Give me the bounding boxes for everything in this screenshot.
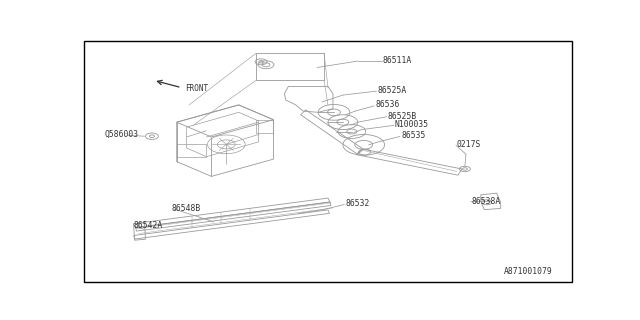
Text: 86538A: 86538A bbox=[472, 196, 501, 205]
Text: 0217S: 0217S bbox=[457, 140, 481, 149]
Text: 86525A: 86525A bbox=[378, 86, 407, 95]
Text: 86548B: 86548B bbox=[172, 204, 201, 213]
Text: 86532: 86532 bbox=[346, 199, 370, 208]
Text: FRONT: FRONT bbox=[185, 84, 208, 93]
Text: Q586003: Q586003 bbox=[105, 130, 139, 139]
Text: N100035: N100035 bbox=[395, 120, 429, 129]
Text: 86525B: 86525B bbox=[388, 111, 417, 121]
Text: A871001079: A871001079 bbox=[504, 267, 553, 276]
Text: 86536: 86536 bbox=[375, 100, 399, 109]
Text: 86542A: 86542A bbox=[134, 221, 163, 230]
Text: 86511A: 86511A bbox=[383, 56, 412, 65]
Text: 86535: 86535 bbox=[401, 131, 426, 140]
